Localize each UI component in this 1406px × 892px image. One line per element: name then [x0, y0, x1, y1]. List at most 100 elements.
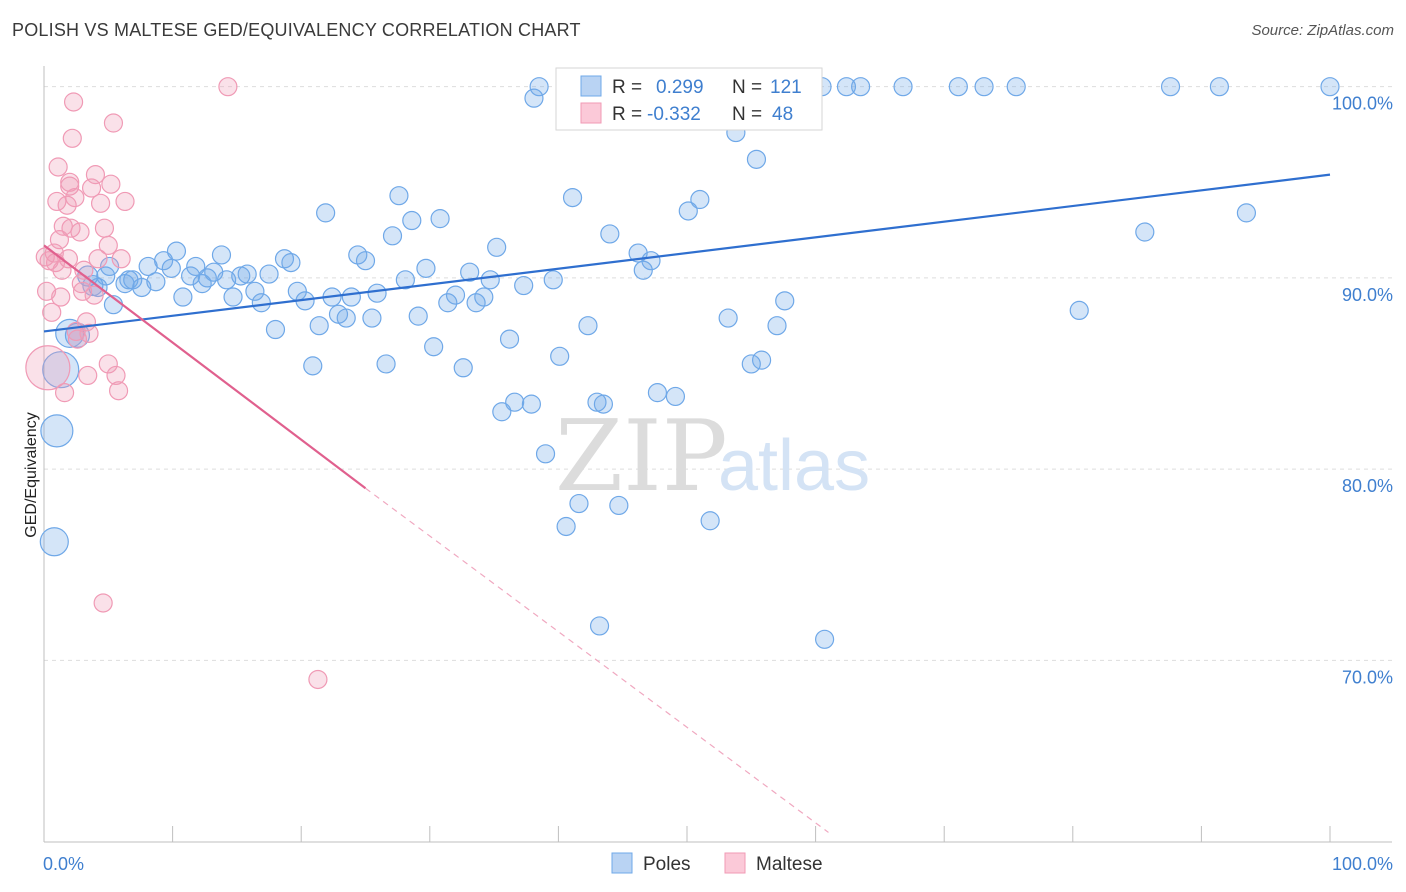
poles-point	[367, 283, 387, 303]
maltese-point	[98, 235, 118, 255]
maltese-swatch	[580, 102, 602, 124]
maltese-point	[54, 383, 75, 403]
poles-point	[578, 316, 598, 336]
axes	[43, 66, 1392, 843]
watermark-zip: ZIP	[555, 400, 728, 514]
poles-point	[303, 356, 323, 376]
maltese-point	[51, 287, 71, 307]
poles-point	[348, 245, 368, 265]
poles-point	[700, 511, 720, 531]
poles-n-label: N =	[732, 77, 762, 98]
poles-point	[259, 264, 279, 284]
poles-point	[609, 495, 629, 516]
poles-point	[99, 256, 120, 277]
maltese-point	[58, 249, 79, 269]
maltese-point	[63, 92, 84, 112]
maltese-point	[60, 172, 80, 192]
y-tick-label: 70.0%	[1342, 667, 1393, 687]
maltese-point	[93, 593, 113, 613]
trend-lines	[43, 173, 1331, 833]
poles-point	[460, 262, 480, 282]
poles-point	[569, 493, 589, 514]
maltese-r-label: R =	[612, 104, 642, 125]
maltese-point	[94, 218, 115, 238]
poles-point	[775, 291, 795, 311]
maltese-point	[79, 323, 99, 343]
poles-point	[153, 251, 174, 271]
poles-point	[767, 316, 787, 336]
poles-point	[445, 285, 466, 305]
poles-n-value: 121	[770, 77, 802, 98]
poles-point	[893, 77, 913, 97]
maltese-point	[106, 365, 126, 386]
poles-point	[438, 293, 458, 313]
poles-point	[480, 270, 500, 290]
poles-point	[173, 287, 193, 307]
poles-point	[514, 275, 534, 296]
x-tick-label: 0.0%	[43, 854, 84, 874]
poles-point	[836, 77, 857, 97]
poles-point	[815, 629, 835, 649]
grid-lines	[44, 86, 1392, 661]
maltese-point	[53, 216, 73, 236]
poles-point	[487, 237, 507, 257]
poles-point	[521, 394, 541, 414]
poles-point	[1320, 77, 1340, 97]
poles-point	[376, 354, 396, 374]
chart-source: Source: ZipAtlas.com	[1251, 22, 1394, 39]
maltese-n-value: 48	[772, 104, 793, 125]
poles-point	[341, 287, 361, 307]
poles-point	[39, 527, 69, 557]
poles-point	[389, 186, 409, 206]
poles-point	[251, 293, 271, 313]
poles-point	[550, 346, 570, 366]
maltese-legend-swatch	[724, 852, 746, 874]
poles-point	[355, 251, 376, 271]
poles-point	[237, 264, 257, 284]
poles-point	[589, 616, 610, 636]
maltese-point	[65, 187, 85, 208]
y-tick-label: 100.0%	[1332, 94, 1393, 114]
poles-point	[453, 358, 473, 378]
poles-point	[741, 354, 761, 374]
poles-point	[1135, 222, 1155, 242]
poles-point	[430, 209, 450, 229]
maltese-point	[48, 157, 68, 177]
poles-point	[535, 444, 556, 464]
maltese-point	[90, 193, 111, 213]
maltese-trend-extension	[365, 487, 829, 833]
stats-legend: R = 0.299 N = 121 R = -0.332 N = 48	[555, 67, 823, 131]
poles-point	[362, 308, 382, 328]
poles-point	[562, 187, 583, 208]
poles-point	[223, 287, 243, 307]
poles-point	[42, 351, 80, 389]
poles-point	[1209, 77, 1230, 97]
poles-point	[316, 203, 336, 223]
maltese-r-value: -0.332	[647, 104, 701, 125]
maltese-point	[36, 281, 57, 301]
poles-point	[633, 260, 653, 280]
maltese-point	[57, 195, 77, 215]
maltese-point	[84, 285, 104, 305]
poles-point	[746, 149, 767, 169]
maltese-point	[103, 113, 124, 133]
poles-point	[524, 88, 544, 108]
poles-point	[211, 245, 232, 265]
poles-point	[1160, 77, 1181, 97]
poles-point	[402, 210, 422, 231]
poles-point	[408, 306, 428, 326]
maltese-point	[308, 669, 328, 690]
poles-point	[265, 319, 286, 340]
poles-point	[382, 226, 403, 246]
maltese-point	[67, 329, 88, 349]
poles-point	[948, 77, 968, 97]
poles-point	[600, 224, 620, 244]
y-tick-label: 80.0%	[1342, 476, 1393, 496]
poles-point	[281, 253, 301, 273]
chart-title: POLISH VS MALTESE GED/EQUIVALENCY CORREL…	[12, 20, 581, 40]
poles-point	[751, 350, 772, 370]
poles-point	[132, 277, 152, 298]
maltese-point	[108, 381, 129, 401]
poles-point	[543, 270, 563, 290]
